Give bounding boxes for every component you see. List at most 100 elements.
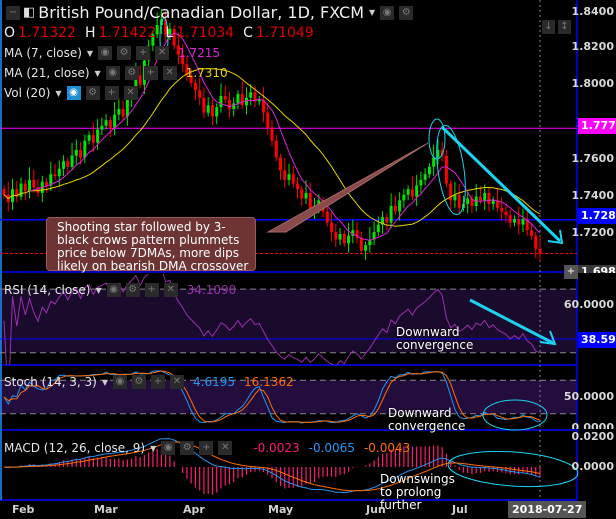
candle-body [168,28,172,35]
stoch-highlight-ellipse [482,399,548,431]
candle-body [406,189,410,195]
candle-body [227,99,231,109]
symbol-title[interactable]: British Pound/Canadian Dollar, 1D, FXCM [38,3,365,22]
gear-icon[interactable]: ⚙ [399,5,414,20]
ma7-line [29,32,541,241]
rsi-annotation[interactable]: Downward convergence [396,325,474,352]
candle-body [487,192,491,205]
price-tick: 1.8400 [571,5,614,18]
candle-body [300,189,304,199]
close-icon[interactable]: ✕ [163,283,178,297]
stoch-label[interactable]: Stoch (14, 3, 3) [4,375,97,389]
candle-body [87,135,91,141]
candle-body [172,28,176,46]
macd-tick: 0.0200 [571,430,614,443]
close-icon[interactable]: ✕ [155,46,170,60]
callout-pointer [266,142,429,233]
candle-body [449,183,453,201]
candle-body [189,75,193,83]
stoch-d-line [3,370,541,424]
gear-icon[interactable]: ⚙ [124,66,139,80]
candle-body [70,155,74,167]
candle-body [372,232,376,240]
gear-icon[interactable]: ⚙ [180,441,195,455]
eye-icon[interactable]: ◉ [66,86,81,100]
gear-icon[interactable]: ⚙ [132,375,146,389]
gear-icon[interactable]: ⚙ [125,283,140,297]
candle-body [512,219,516,223]
collapse-icon[interactable]: − [6,5,20,20]
eye-icon[interactable]: ◉ [98,46,113,60]
close-icon[interactable]: ✕ [218,441,233,455]
eye-icon[interactable]: ◉ [105,66,120,80]
ma7-legend[interactable]: MA (7, close) ▼ ◉ ⚙ + ✕ 1.7215 [4,46,220,60]
close-icon[interactable]: ✕ [170,375,184,389]
close-label: C [243,25,253,41]
eye-icon[interactable]: ◉ [380,5,395,20]
chevron-down-icon[interactable]: ▼ [150,443,157,453]
plus-icon[interactable]: + [151,375,165,389]
candle-body [525,219,529,231]
price-tick: 1.8000 [571,77,614,90]
ma21-label[interactable]: MA (21, close) [4,66,90,80]
chevron-down-icon[interactable]: ▼ [95,285,102,295]
candle-body [151,34,155,46]
candle-body [415,185,419,197]
rsi-label[interactable]: RSI (14, close) [4,283,91,297]
gear-icon[interactable]: ⚙ [85,86,100,100]
chevron-down-icon[interactable]: ▼ [101,377,108,387]
plus-icon[interactable]: + [143,66,158,80]
stoch-annotation[interactable]: Downward convergence [388,406,466,433]
rsi-legend[interactable]: RSI (14, close) ▼ ◉ ⚙ + ✕ 34.1090 [4,283,236,297]
cursor-date-label: 2018-07-27 [508,501,587,518]
candle-body [79,150,83,158]
eye-icon[interactable]: ◉ [161,441,176,455]
volume-legend[interactable]: Vol (20) ▼ ◉ ⚙ + ✕ [4,86,138,100]
rsi-level-badge: 38.598 [578,332,616,348]
candle-body [521,219,525,225]
eye-icon[interactable]: ◉ [106,283,121,297]
scroll-down-icon[interactable]: ↓ [542,20,555,34]
candle-body [385,217,389,223]
chevron-down-icon[interactable]: ▼ [94,68,101,78]
ma7-label[interactable]: MA (7, close) [4,46,82,60]
eye-icon[interactable]: ◉ [113,375,127,389]
close-icon[interactable]: ✕ [123,86,138,100]
annotation-callout[interactable]: Shooting star followed by 3-black crows … [46,217,256,273]
plus-icon[interactable]: + [104,86,119,100]
chevron-down-icon[interactable]: ▼ [55,88,62,98]
candle-body [266,112,270,128]
close-icon[interactable]: ✕ [162,66,177,80]
plus-icon[interactable]: + [144,283,159,297]
candle-body [49,174,53,186]
candle-body [274,140,278,158]
candle-body [381,217,385,225]
rsi-tick: 60.0000 [563,298,614,311]
price-tick: 1.7200 [571,226,614,239]
plus-icon[interactable]: + [564,265,578,279]
stoch-k-value: 4.6195 [193,375,235,389]
plus-icon[interactable]: + [136,46,151,60]
macd-label[interactable]: MACD (12, 26, close, 9) [4,441,146,455]
plus-icon[interactable]: + [199,441,214,455]
candle-body [202,97,206,113]
macd-legend[interactable]: MACD (12, 26, close, 9) ▼ ◉ ⚙ + ✕ -0.0023 -0… [4,441,410,455]
highlight-ellipse [436,124,466,216]
ma7-value: 1.7215 [178,46,221,60]
open-value: 1.71322 [18,25,76,41]
scale-icon[interactable]: ↕ [558,20,571,34]
candle-body [342,233,346,244]
macd-annotation[interactable]: Downswings to prolong further [380,472,455,512]
stoch-legend[interactable]: Stoch (14, 3, 3) ▼ ◉ ⚙ + ✕ 4.6195 16.1362 [4,375,294,389]
candle-body [304,192,308,199]
stoch-tick: 0.0000 [571,421,614,429]
ma21-legend[interactable]: MA (21, close) ▼ ◉ ⚙ + ✕ 1.7310 [4,66,228,80]
candle-body [253,92,257,102]
volume-label[interactable]: Vol (20) [4,86,51,100]
candle-body [470,198,474,206]
gear-icon[interactable]: ⚙ [117,46,132,60]
chevron-down-icon[interactable]: ▼ [86,48,94,58]
chevron-down-icon[interactable]: ▼ [369,8,376,17]
